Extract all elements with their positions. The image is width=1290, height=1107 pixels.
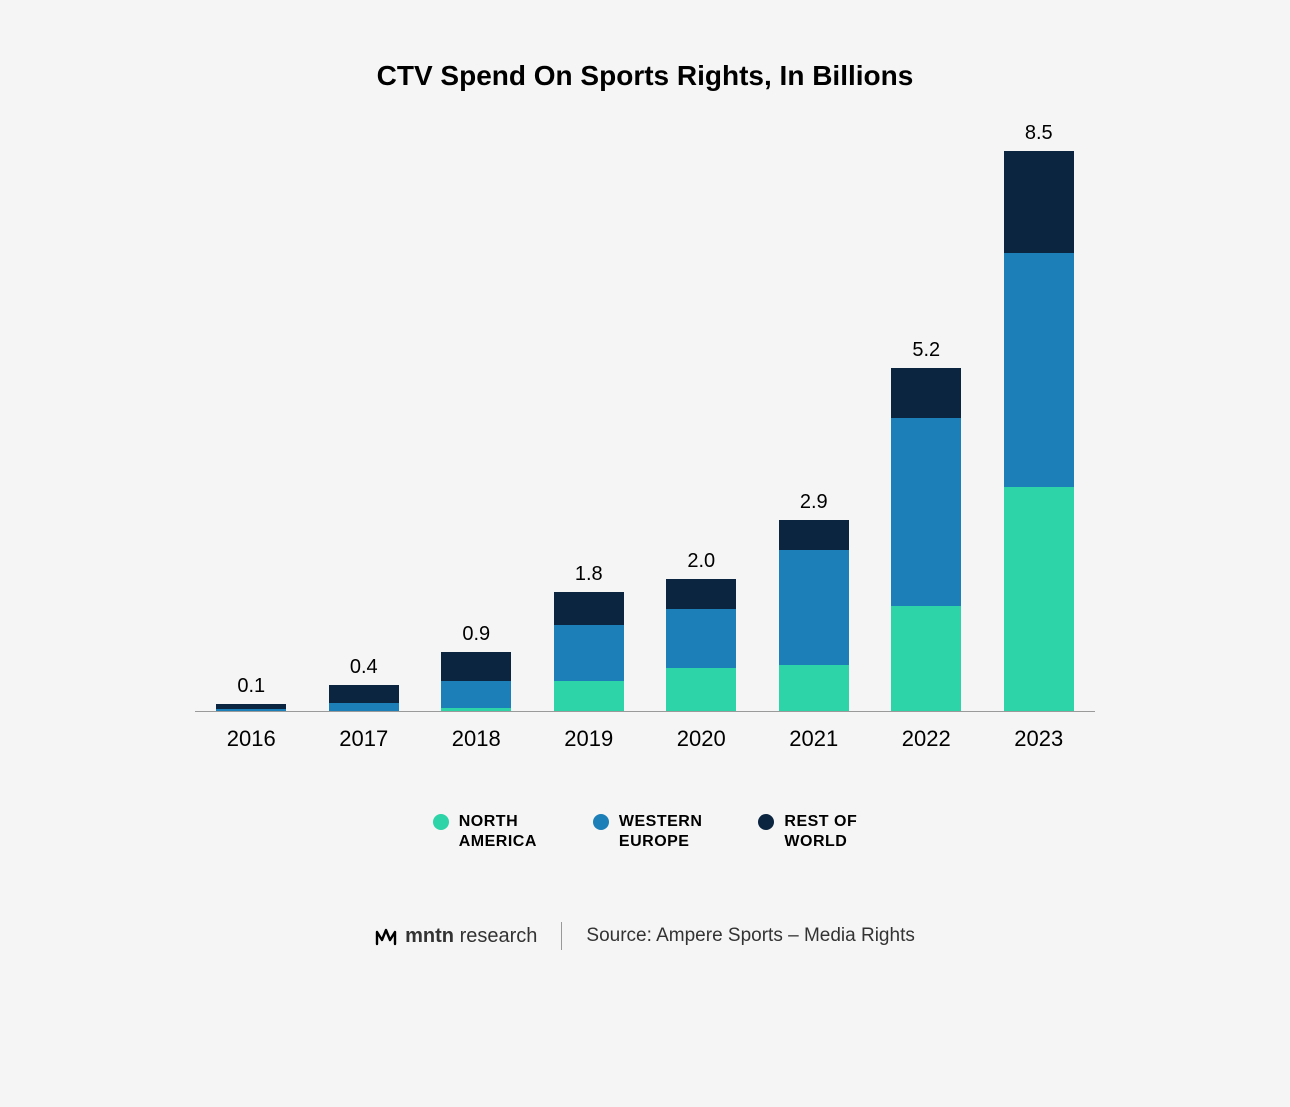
legend-item: NORTHAMERICA [433, 812, 537, 852]
legend: NORTHAMERICA WESTERNEUROPE REST OFWORLD [433, 812, 858, 852]
bar-segment-we [891, 418, 961, 606]
bar-segment-na [666, 668, 736, 711]
bar-segment-rw [329, 685, 399, 703]
bar-total-label: 0.4 [350, 656, 378, 679]
bar-segment-we [779, 550, 849, 665]
bar-segment-we [554, 625, 624, 681]
bar-group: 1.8 [533, 563, 646, 711]
legend-label: REST OFWORLD [784, 812, 857, 852]
stacked-bar [554, 592, 624, 711]
bar-group: 0.4 [308, 656, 421, 711]
stacked-bar [441, 652, 511, 711]
footer-divider [561, 922, 562, 950]
bar-total-label: 0.9 [462, 623, 490, 646]
bar-segment-rw [1004, 151, 1074, 253]
legend-label: NORTHAMERICA [459, 812, 537, 852]
x-tick-label: 2018 [420, 726, 533, 752]
x-tick-label: 2022 [870, 726, 983, 752]
bar-segment-na [441, 708, 511, 711]
bar-group: 8.5 [983, 122, 1096, 711]
bar-group: 2.9 [758, 491, 871, 711]
stacked-bar [666, 579, 736, 711]
bar-group: 0.1 [195, 675, 308, 711]
bar-total-label: 8.5 [1025, 122, 1053, 145]
legend-item: REST OFWORLD [758, 812, 857, 852]
bar-segment-na [1004, 487, 1074, 711]
plot-area: 0.10.40.91.82.02.95.28.5 [195, 152, 1095, 712]
legend-swatch [433, 814, 449, 830]
x-tick-label: 2023 [983, 726, 1096, 752]
bar-segment-we [441, 681, 511, 707]
x-tick-label: 2017 [308, 726, 421, 752]
bar-segment-na [554, 681, 624, 711]
x-tick-label: 2020 [645, 726, 758, 752]
bar-group: 0.9 [420, 623, 533, 711]
legend-swatch [593, 814, 609, 830]
bar-group: 2.0 [645, 550, 758, 711]
x-tick-label: 2021 [758, 726, 871, 752]
chart-title: CTV Spend On Sports Rights, In Billions [377, 60, 914, 92]
bar-total-label: 0.1 [237, 675, 265, 698]
bar-group: 5.2 [870, 339, 983, 711]
x-tick-label: 2019 [533, 726, 646, 752]
bar-total-label: 2.0 [687, 550, 715, 573]
footer: mntn research Source: Ampere Sports – Me… [375, 922, 915, 950]
x-tick-label: 2016 [195, 726, 308, 752]
brand-icon [375, 926, 397, 946]
brand-name-bold: mntn [405, 925, 454, 947]
bar-segment-rw [441, 652, 511, 682]
bar-segment-na [779, 665, 849, 711]
x-axis: 20162017201820192020202120222023 [195, 726, 1095, 752]
stacked-bar [1004, 151, 1074, 711]
bar-segment-we [216, 709, 286, 711]
legend-label: WESTERNEUROPE [619, 812, 703, 852]
stacked-bar [329, 685, 399, 711]
brand-name-rest: research [460, 925, 538, 947]
bar-segment-we [329, 703, 399, 711]
legend-item: WESTERNEUROPE [593, 812, 703, 852]
stacked-bar [779, 520, 849, 711]
stacked-bar [891, 368, 961, 711]
bar-total-label: 5.2 [912, 339, 940, 362]
bar-segment-we [1004, 253, 1074, 487]
bar-total-label: 2.9 [800, 491, 828, 514]
legend-swatch [758, 814, 774, 830]
bar-segment-na [891, 606, 961, 711]
source-text: Source: Ampere Sports – Media Rights [586, 925, 914, 947]
bar-segment-rw [666, 579, 736, 609]
bar-segment-rw [554, 592, 624, 625]
chart-container: 0.10.40.91.82.02.95.28.5 201620172018201… [195, 152, 1095, 752]
stacked-bar [216, 704, 286, 711]
brand-logo: mntn research [375, 925, 537, 948]
bar-segment-rw [779, 520, 849, 550]
bar-segment-rw [891, 368, 961, 417]
bar-segment-we [666, 609, 736, 668]
bar-total-label: 1.8 [575, 563, 603, 586]
